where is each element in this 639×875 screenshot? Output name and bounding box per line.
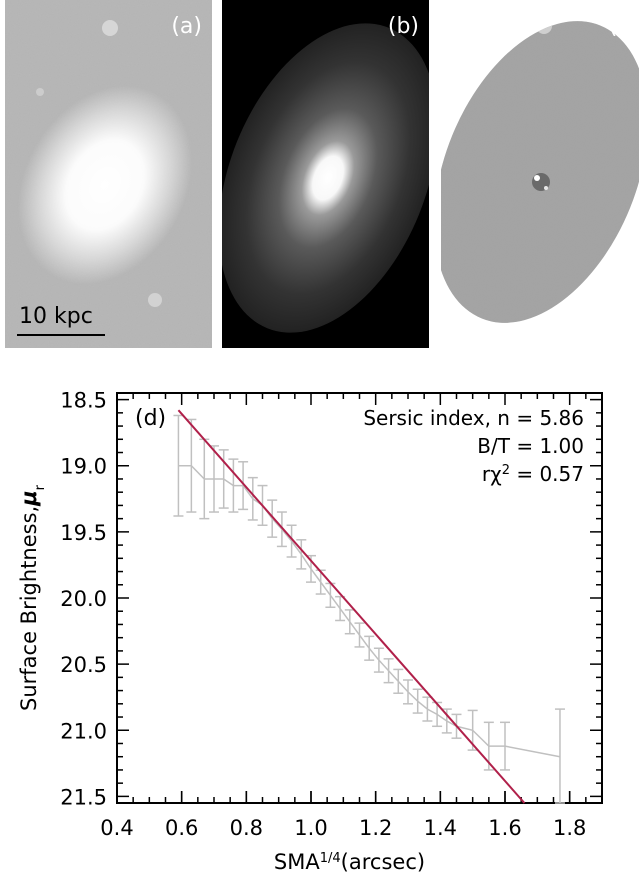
residual-image-panel: (c)	[441, 0, 639, 348]
panel-label-b: (b)	[387, 14, 419, 39]
axis-ticks	[116, 393, 602, 803]
panel-label-d: (d)	[135, 406, 166, 431]
model-image-panel: (b)	[222, 0, 429, 348]
x-tick-label: 0.4	[100, 816, 133, 840]
y-axis-title: Surface Brightness,μr	[17, 484, 48, 711]
y-tick-label: 21.5	[60, 785, 107, 809]
plot-text: 0.4 0.6 0.8 1.0 1.2 1.4 1.6 1.8 18.5 19.0 19.5 20.0…	[17, 389, 586, 874]
y-tick-label: 19.0	[60, 455, 107, 479]
y-tick-label: 20.0	[60, 587, 107, 611]
model-image	[222, 0, 429, 348]
fit-annotation: Sersic index, n = 5.86	[363, 406, 584, 430]
y-tick-label: 19.5	[60, 521, 107, 545]
x-axis-title: SMA1/4(arcsec)	[274, 850, 425, 874]
y-tick-label: 20.5	[60, 653, 107, 677]
scale-bar-label: 10 kpc	[19, 304, 93, 329]
surface-brightness-plot: 0.4 0.6 0.8 1.0 1.2 1.4 1.6 1.8 18.5 19.0 19.5 20.0…	[17, 389, 603, 874]
panel-label-c: (c)	[608, 14, 638, 39]
x-tick-label: 1.2	[359, 816, 392, 840]
x-tick-label: 1.8	[553, 816, 586, 840]
fit-annotation: B/T = 1.00	[477, 434, 584, 458]
galaxy-image-panel: (a) 10 kpc	[5, 0, 212, 348]
residual-image	[441, 0, 639, 348]
y-tick-label: 18.5	[60, 389, 107, 413]
sersic-fit-line	[177, 409, 526, 804]
x-tick-label: 1.6	[488, 816, 521, 840]
y-tick-label: 21.0	[60, 719, 107, 743]
x-tick-label: 1.4	[424, 816, 457, 840]
panel-label-a: (a)	[171, 14, 202, 39]
galaxy-image	[5, 0, 212, 348]
x-tick-label: 0.8	[230, 816, 263, 840]
x-tick-label: 1.0	[294, 816, 327, 840]
observed-profile-line	[178, 464, 561, 758]
fit-annotation: rχ2 = 0.57	[482, 462, 584, 486]
profile-data	[173, 409, 565, 804]
x-tick-label: 0.6	[165, 816, 198, 840]
scale-bar	[17, 334, 105, 336]
